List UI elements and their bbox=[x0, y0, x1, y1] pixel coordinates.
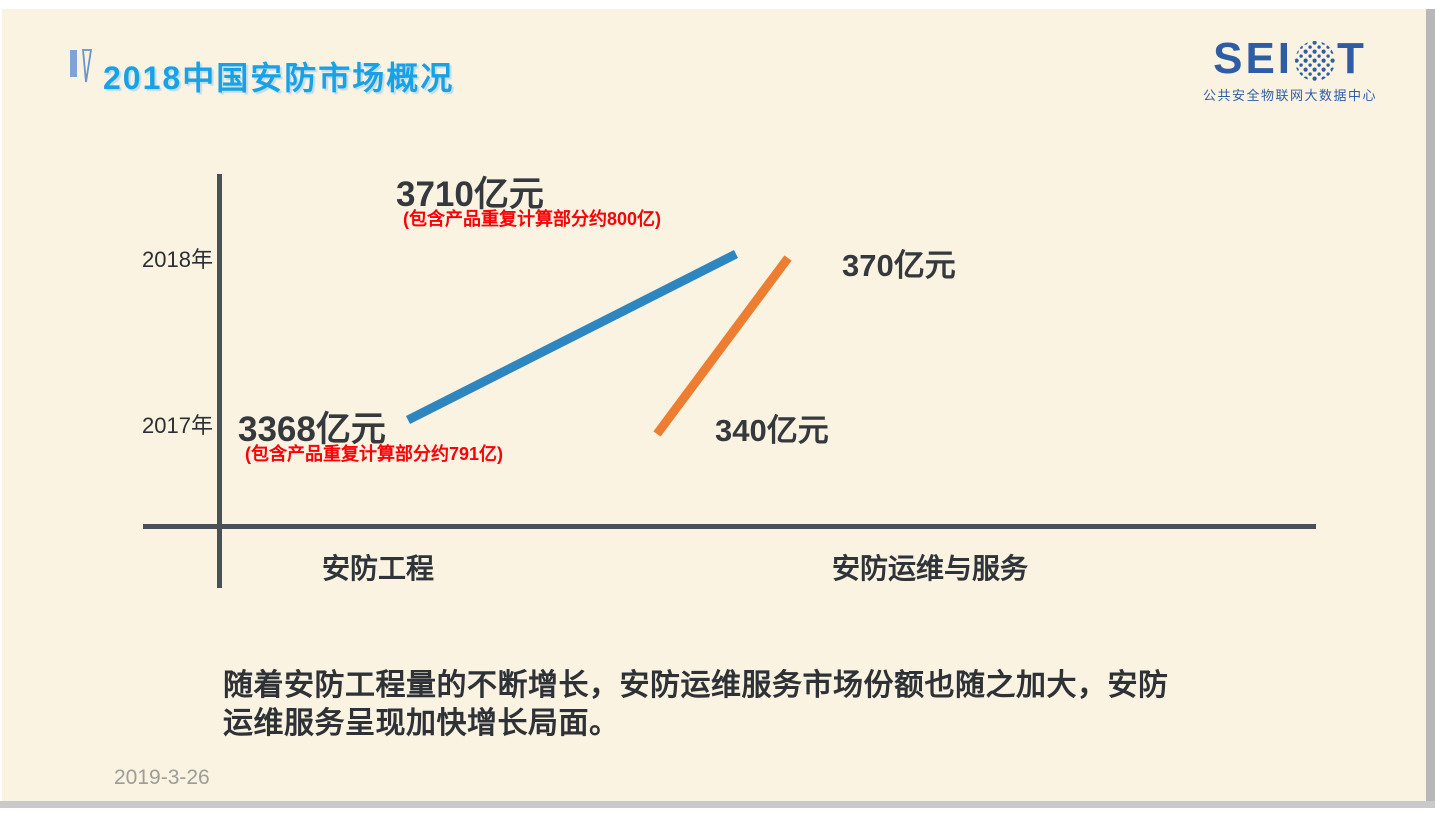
logo-tagline: 公共安全物联网大数据中心 bbox=[1202, 88, 1377, 103]
title-marker-icon bbox=[70, 49, 93, 83]
value-label-service-2017: 340亿元 bbox=[715, 413, 829, 448]
window-edge-right bbox=[1426, 9, 1435, 808]
value-label-service-2018: 370亿元 bbox=[842, 248, 956, 283]
series-line-security-engineering bbox=[405, 249, 739, 425]
note-engineering-2017: (包含产品重复计算部分约791亿) bbox=[245, 444, 504, 464]
summary-text: 随着安防工程量的不断增长，安防运维服务市场份额也随之加大，安防 运维服务呈现加快… bbox=[223, 667, 1233, 743]
summary-line-2: 运维服务呈现加快增长局面。 bbox=[223, 707, 620, 740]
x-label-security-engineering: 安防工程 bbox=[322, 553, 435, 584]
slide-background: 2018中国安防市场概况 SEI T 公共安全物联网大数据中心 2018年 bbox=[2, 9, 1426, 801]
value-label-engineering-2017: 3368亿元 bbox=[238, 410, 386, 449]
page-title: 2018中国安防市场概况 bbox=[103, 60, 455, 96]
x-label-operation-service: 安防运维与服务 bbox=[832, 553, 1029, 584]
y-tick-2017: 2017年 bbox=[142, 413, 213, 438]
logo-text-right: T bbox=[1337, 34, 1367, 83]
x-axis-line bbox=[143, 524, 1316, 529]
window-edge-bottom bbox=[0, 801, 1435, 808]
logo: SEI T 公共安全物联网大数据中心 bbox=[1190, 35, 1390, 104]
slide-date: 2019-3-26 bbox=[114, 766, 210, 789]
logo-wordmark: SEI T bbox=[1190, 35, 1390, 83]
chart-canvas bbox=[143, 174, 1316, 588]
y-axis-line bbox=[217, 174, 222, 588]
series-line-operation-service bbox=[653, 255, 792, 437]
globe-icon bbox=[1295, 41, 1336, 81]
logo-text-left: SEI bbox=[1213, 34, 1294, 83]
y-tick-2018: 2018年 bbox=[142, 247, 213, 272]
value-label-engineering-2018: 3710亿元 bbox=[396, 175, 544, 214]
summary-line-1: 随着安防工程量的不断增长，安防运维服务市场份额也随之加大，安防 bbox=[223, 669, 1169, 702]
note-engineering-2018: (包含产品重复计算部分约800亿) bbox=[403, 209, 662, 229]
